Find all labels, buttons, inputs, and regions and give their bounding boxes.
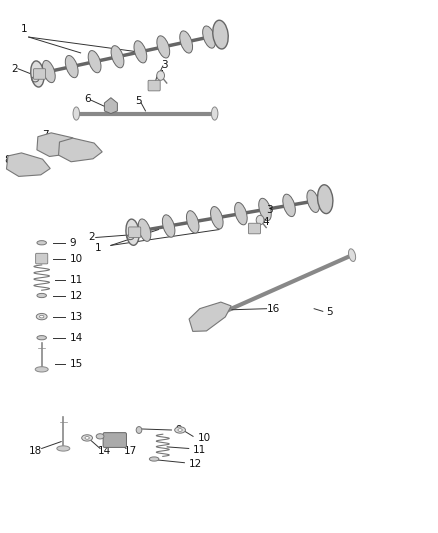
Text: 18: 18 (28, 446, 42, 456)
Ellipse shape (88, 51, 101, 73)
Text: 2: 2 (11, 64, 18, 74)
Ellipse shape (213, 20, 228, 49)
Text: 9: 9 (70, 238, 77, 248)
Ellipse shape (126, 219, 139, 245)
Ellipse shape (157, 71, 165, 80)
Ellipse shape (65, 55, 78, 78)
Ellipse shape (85, 437, 89, 439)
Ellipse shape (203, 26, 215, 48)
FancyBboxPatch shape (148, 80, 160, 91)
Ellipse shape (175, 427, 185, 433)
Text: 11: 11 (70, 274, 83, 285)
Ellipse shape (111, 46, 124, 68)
Ellipse shape (82, 435, 92, 441)
Ellipse shape (136, 426, 142, 433)
Text: 5: 5 (326, 308, 332, 317)
Text: 4: 4 (262, 217, 268, 227)
Text: 12: 12 (70, 290, 83, 301)
Text: 12: 12 (189, 459, 202, 469)
Text: 7: 7 (42, 130, 49, 140)
Text: 14: 14 (98, 446, 111, 456)
Ellipse shape (31, 61, 44, 87)
Ellipse shape (178, 429, 182, 431)
Text: 5: 5 (136, 96, 142, 107)
Ellipse shape (57, 446, 70, 451)
Text: 6: 6 (84, 94, 90, 104)
FancyBboxPatch shape (103, 433, 127, 447)
Ellipse shape (235, 203, 247, 225)
Ellipse shape (73, 107, 80, 120)
Ellipse shape (37, 293, 46, 297)
Ellipse shape (39, 316, 44, 318)
Polygon shape (104, 98, 117, 114)
Text: 14: 14 (70, 333, 83, 343)
Ellipse shape (37, 336, 46, 340)
Ellipse shape (259, 198, 271, 221)
Polygon shape (37, 133, 81, 157)
Ellipse shape (134, 41, 147, 63)
Ellipse shape (157, 36, 170, 58)
Text: 9: 9 (176, 425, 182, 435)
Text: 3: 3 (266, 205, 273, 215)
Polygon shape (59, 138, 102, 161)
Ellipse shape (35, 367, 48, 372)
Text: 1: 1 (21, 25, 28, 35)
Text: 17: 17 (124, 446, 137, 456)
FancyBboxPatch shape (33, 69, 46, 79)
Text: 15: 15 (70, 359, 83, 369)
FancyBboxPatch shape (248, 223, 261, 234)
FancyBboxPatch shape (129, 227, 141, 238)
Text: 3: 3 (162, 60, 168, 70)
Text: 10: 10 (70, 254, 83, 264)
Text: 16: 16 (266, 304, 280, 314)
Ellipse shape (162, 215, 175, 237)
Polygon shape (189, 302, 231, 332)
Ellipse shape (42, 60, 55, 83)
Text: 10: 10 (198, 433, 211, 443)
FancyBboxPatch shape (35, 253, 48, 264)
Ellipse shape (198, 316, 205, 328)
Ellipse shape (187, 211, 199, 233)
Text: 4: 4 (157, 69, 164, 79)
Text: 8: 8 (5, 155, 11, 165)
Ellipse shape (283, 194, 295, 216)
Polygon shape (7, 153, 50, 176)
Ellipse shape (256, 215, 264, 225)
Text: 13: 13 (70, 312, 83, 321)
Ellipse shape (211, 207, 223, 229)
Ellipse shape (307, 190, 319, 213)
Ellipse shape (318, 185, 333, 214)
Ellipse shape (36, 313, 47, 320)
Ellipse shape (96, 434, 104, 439)
Ellipse shape (149, 457, 159, 461)
Ellipse shape (212, 107, 218, 120)
Ellipse shape (37, 241, 46, 245)
Text: 2: 2 (88, 232, 95, 243)
Text: 1: 1 (95, 243, 101, 253)
Ellipse shape (349, 249, 356, 262)
Ellipse shape (138, 219, 151, 241)
Ellipse shape (180, 31, 193, 53)
Text: 11: 11 (193, 445, 206, 455)
